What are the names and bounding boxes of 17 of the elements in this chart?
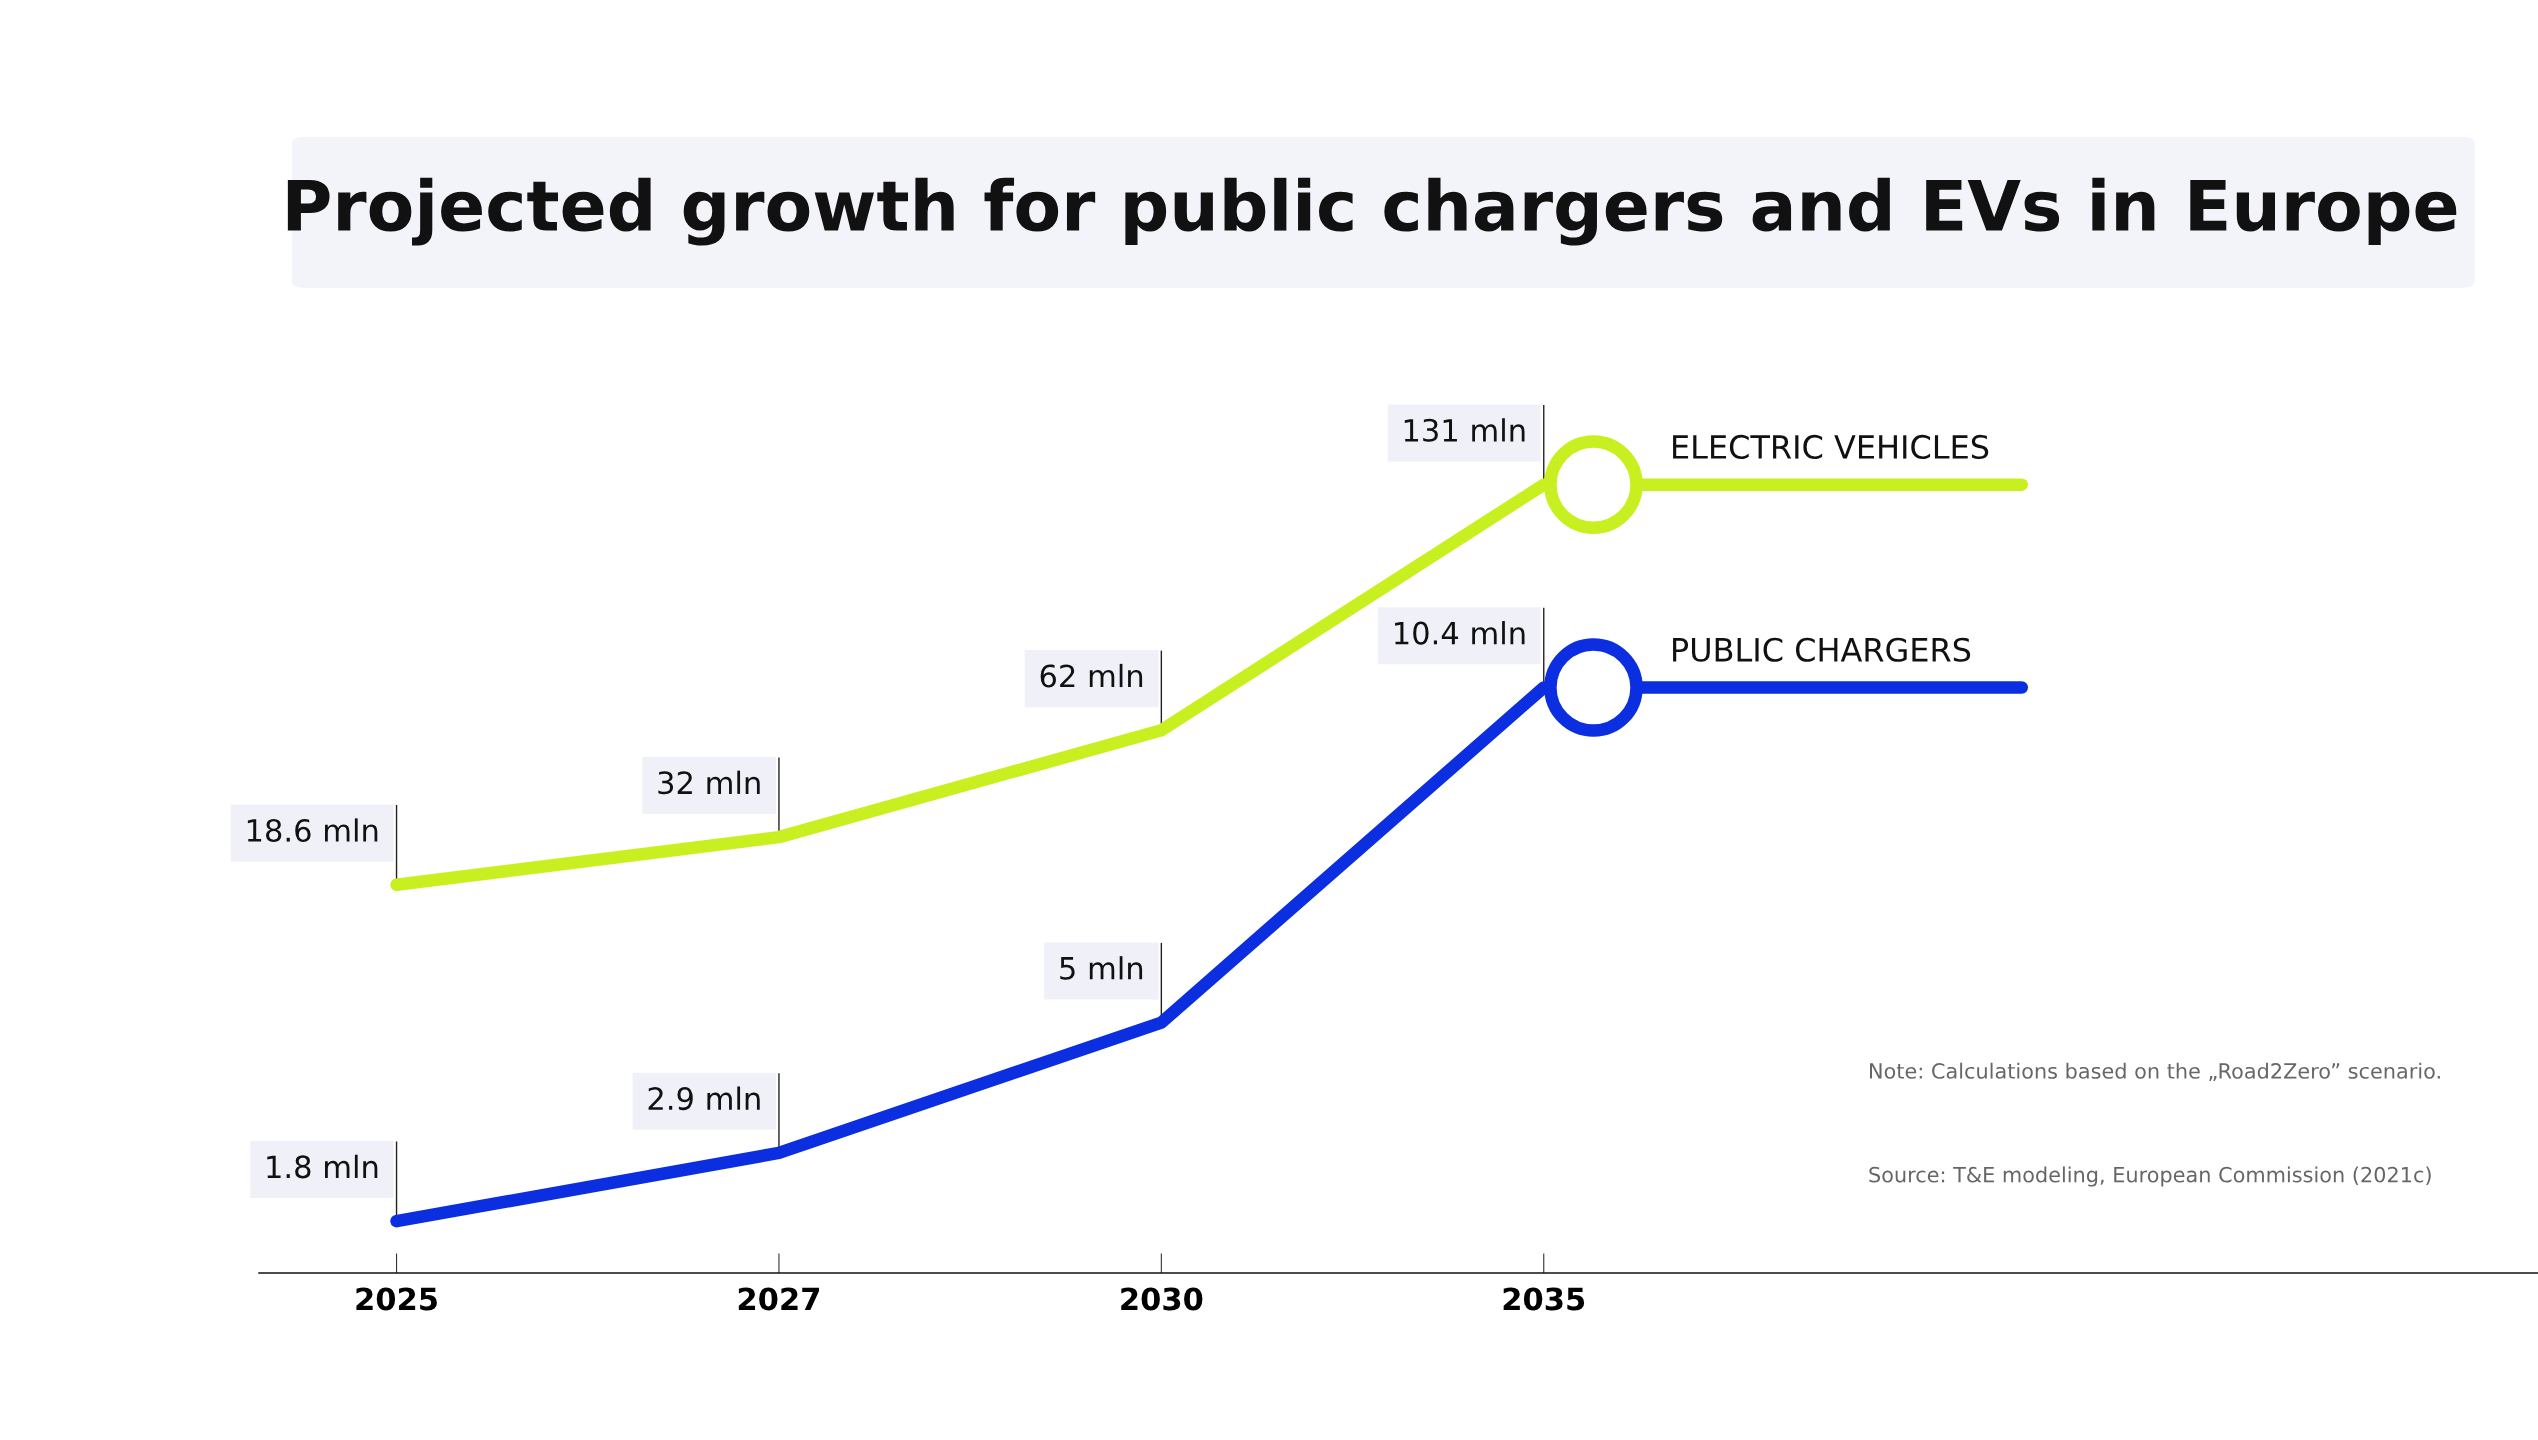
text: ELECTRIC VEHICLES (1673, 434, 1989, 460)
data-label: 62 mln (1040, 663, 1143, 688)
data-label: 1.8 mln (267, 1154, 378, 1179)
x-tick-label: 2025 (356, 1287, 437, 1311)
x-tick-label: 2027 (738, 1287, 820, 1311)
text: PUBLIC CHARGERS (1673, 637, 1971, 662)
data-label: 10.4 mln (1395, 621, 1525, 645)
data-label: 5 mln (1060, 956, 1143, 980)
data-label: 32 mln (658, 770, 760, 795)
data-label: 18.6 mln (247, 818, 378, 843)
data-label: 2.9 mln (648, 1086, 760, 1111)
x-tick-label: 2030 (1121, 1287, 1203, 1311)
x-tick-label: 2035 (1503, 1287, 1585, 1311)
text: Note: Calculations based on the „Road2Zero” scenario. (1870, 1062, 2440, 1081)
data-label: 131 mln (1404, 418, 1525, 442)
chart-title: Projected growth for public chargers and EVs in Europe (287, 177, 2457, 246)
source-note: Source: T&E modeling, European Commission (2021c) (1869, 1166, 2431, 1187)
